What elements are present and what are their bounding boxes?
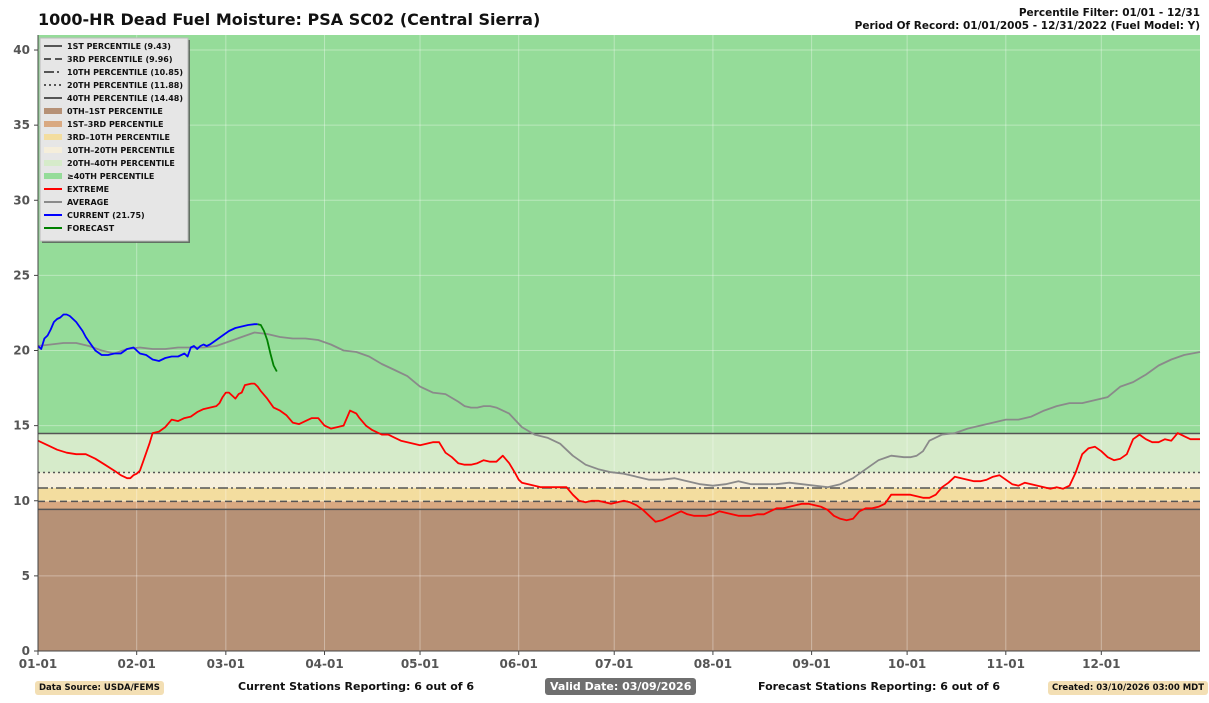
band-3	[38, 472, 1200, 488]
x-tick-label-9: 10-01	[888, 657, 926, 671]
y-tick-label-1: 5	[22, 569, 30, 583]
legend-label-11: EXTREME	[67, 185, 109, 194]
legend-swatch-10	[44, 173, 62, 179]
band-5	[38, 35, 1200, 434]
band-4	[38, 433, 1200, 473]
forecast-stations: Forecast Stations Reporting: 6 out of 6	[758, 680, 1001, 693]
x-tick-label-2: 03-01	[207, 657, 245, 671]
y-tick-label-8: 40	[13, 43, 30, 57]
legend-label-8: 10TH–20TH PERCENTILE	[67, 146, 175, 155]
page-title: 1000-HR Dead Fuel Moisture: PSA SC02 (Ce…	[38, 10, 541, 29]
y-tick-label-5: 25	[13, 268, 30, 282]
series-line-1	[37, 331, 1201, 489]
y-tick-label-3: 15	[13, 419, 30, 433]
y-tick-label-7: 35	[13, 118, 30, 132]
legend-label-14: FORECAST	[67, 224, 115, 233]
series-line-0	[37, 382, 1200, 523]
legend-label-12: AVERAGE	[67, 198, 109, 207]
current-stations: Current Stations Reporting: 6 out of 6	[238, 680, 475, 693]
legend-label-6: 1ST–3RD PERCENTILE	[67, 120, 163, 129]
legend-box	[39, 37, 189, 242]
band-1	[38, 501, 1200, 510]
series-line-3	[257, 323, 278, 372]
legend-label-9: 20TH–40TH PERCENTILE	[67, 159, 175, 168]
x-tick-label-0: 01-01	[19, 657, 57, 671]
y-tick-label-6: 30	[13, 193, 30, 207]
legend-label-3: 20TH PERCENTILE (11.88)	[67, 81, 183, 90]
x-tick-label-10: 11-01	[987, 657, 1025, 671]
x-tick-label-6: 07-01	[595, 657, 633, 671]
created-badge: Created: 03/10/2026 03:00 MDT	[1048, 681, 1209, 695]
x-tick-label-8: 09-01	[792, 657, 830, 671]
x-tick-label-11: 12-01	[1082, 657, 1120, 671]
valid-date-badge: Valid Date: 03/09/2026	[545, 678, 697, 695]
x-tick-label-7: 08-01	[694, 657, 732, 671]
legend-swatch-5	[44, 108, 62, 114]
x-tick-label-3: 04-01	[305, 657, 343, 671]
data-source-badge: Data Source: USDA/FEMS	[35, 681, 164, 695]
legend-swatch-8	[44, 147, 62, 153]
legend-label-10: ≥40TH PERCENTILE	[67, 172, 154, 181]
legend-swatch-9	[44, 160, 62, 166]
legend-swatch-7	[44, 134, 62, 140]
series-line-2	[37, 313, 258, 362]
y-tick-label-2: 10	[13, 494, 30, 508]
band-0	[38, 509, 1200, 651]
x-tick-label-4: 05-01	[401, 657, 439, 671]
legend-swatch-6	[44, 121, 62, 127]
legend-label-5: 0TH–1ST PERCENTILE	[67, 107, 163, 116]
x-tick-label-1: 02-01	[117, 657, 155, 671]
band-2	[38, 487, 1200, 502]
legend-label-13: CURRENT (21.75)	[67, 211, 145, 220]
header-info: Percentile Filter: 01/01 - 12/31 Period …	[855, 7, 1200, 33]
percentile-filter: Percentile Filter: 01/01 - 12/31	[1018, 7, 1200, 19]
legend-label-1: 3RD PERCENTILE (9.96)	[67, 55, 173, 64]
period-of-record: Period Of Record: 01/01/2005 - 12/31/202…	[854, 20, 1200, 32]
legend-label-0: 1ST PERCENTILE (9.43)	[67, 42, 171, 51]
legend-label-4: 40TH PERCENTILE (14.48)	[67, 94, 183, 103]
y-tick-label-4: 20	[13, 344, 30, 358]
x-tick-label-5: 06-01	[500, 657, 538, 671]
legend-label-2: 10TH PERCENTILE (10.85)	[67, 68, 183, 77]
y-tick-label-0: 0	[22, 644, 30, 658]
legend-label-7: 3RD–10TH PERCENTILE	[67, 133, 170, 142]
